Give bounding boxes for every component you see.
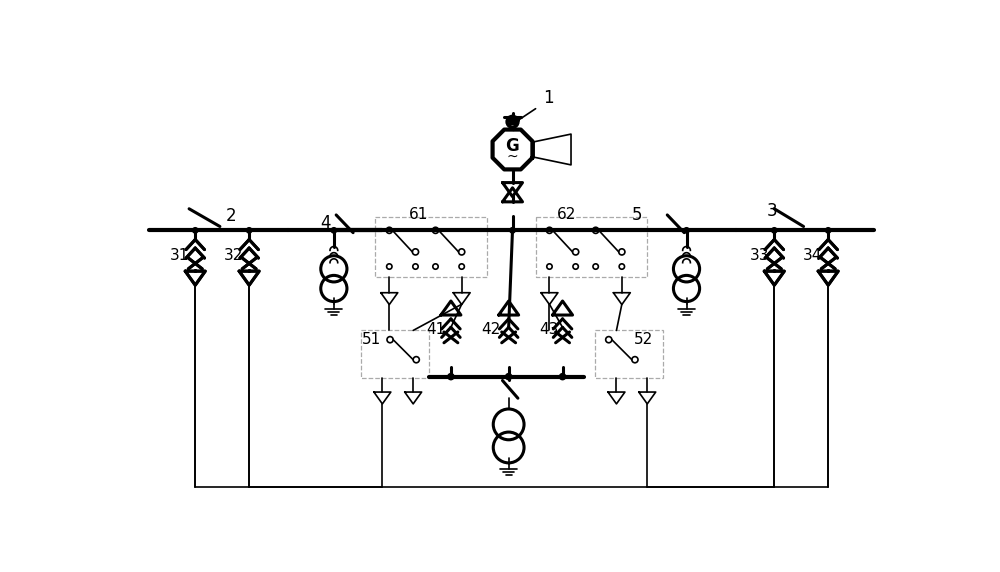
- Text: 3: 3: [767, 202, 777, 220]
- Circle shape: [510, 228, 515, 233]
- Text: 4: 4: [320, 214, 330, 232]
- Circle shape: [331, 228, 337, 233]
- Circle shape: [448, 374, 454, 380]
- Circle shape: [772, 228, 777, 233]
- Text: 43: 43: [539, 322, 559, 337]
- Circle shape: [506, 374, 512, 380]
- Circle shape: [193, 228, 198, 233]
- Text: ~: ~: [507, 149, 518, 164]
- Text: 52: 52: [633, 332, 653, 347]
- Text: 42: 42: [482, 322, 501, 337]
- Bar: [375, 217, 487, 277]
- Bar: [595, 331, 663, 378]
- Text: 32: 32: [224, 248, 243, 263]
- Text: 31: 31: [170, 248, 189, 263]
- Bar: [536, 217, 647, 277]
- Text: 62: 62: [557, 207, 577, 222]
- Circle shape: [559, 374, 566, 380]
- Circle shape: [826, 228, 831, 233]
- Text: 34: 34: [803, 248, 822, 263]
- Circle shape: [684, 228, 689, 233]
- Text: 61: 61: [409, 207, 429, 222]
- Bar: [361, 331, 429, 378]
- Circle shape: [246, 228, 252, 233]
- Text: 2: 2: [226, 207, 237, 225]
- Text: 41: 41: [426, 322, 446, 337]
- Text: 33: 33: [750, 248, 769, 263]
- Text: G: G: [506, 137, 519, 156]
- Text: 5: 5: [632, 206, 642, 224]
- Text: 51: 51: [362, 332, 382, 347]
- Text: 1: 1: [543, 89, 554, 106]
